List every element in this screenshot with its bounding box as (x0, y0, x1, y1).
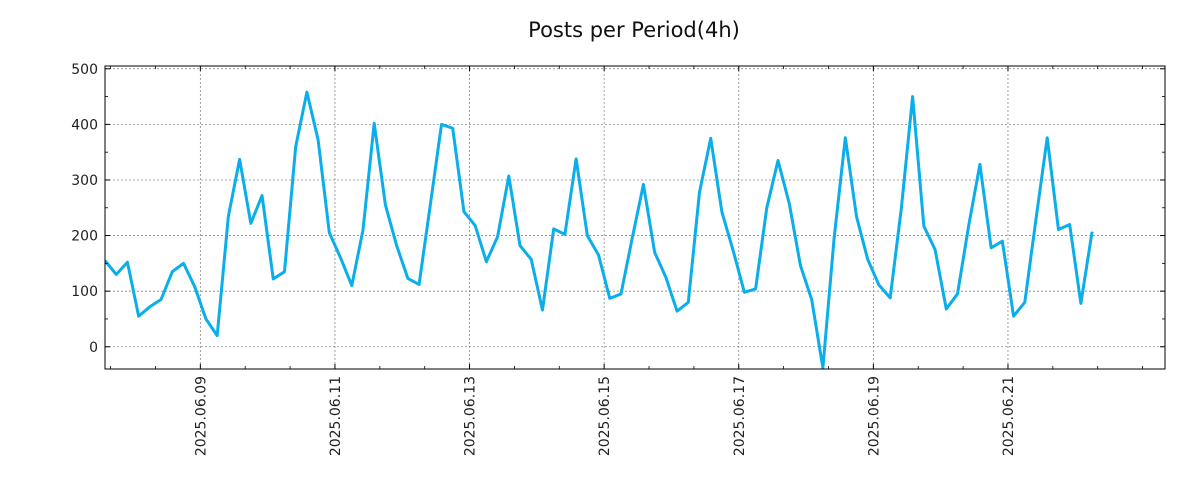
axis-ticks: 0 100 200 300 400 500 2025.06.09 2025.06.11 2025… (71, 62, 1165, 456)
x-tick-label: 2025.06.15 (597, 376, 613, 456)
series-line-posts (105, 90, 1094, 369)
y-tick-label: 300 (71, 173, 98, 189)
x-tick-label: 2025.06.09 (193, 376, 209, 456)
plot-frame (104, 65, 1166, 370)
y-tick-label: 200 (71, 229, 98, 245)
y-tick-label: 0 (89, 340, 98, 356)
series-layer (105, 90, 1094, 369)
x-tick-label: 2025.06.11 (328, 376, 344, 456)
chart-title: Posts per Period(4h) (528, 18, 740, 42)
x-tick-label: 2025.06.13 (463, 376, 479, 456)
x-tick-label: 2025.06.17 (732, 376, 748, 456)
y-tick-label: 100 (71, 284, 98, 300)
y-tick-label: 500 (71, 62, 98, 78)
y-tick-label: 400 (71, 117, 98, 133)
grid-lines (105, 66, 1165, 369)
x-tick-label: 2025.06.21 (1001, 376, 1017, 456)
x-tick-label: 2025.06.19 (866, 376, 882, 456)
